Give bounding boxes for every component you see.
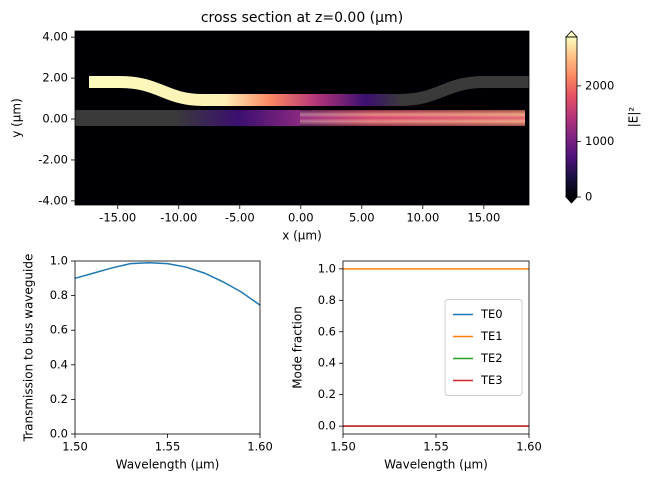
x-tick-label: 1.50 [330,440,356,454]
legend-label: TE3 [480,373,503,387]
y-tick-label: 1.0 [318,261,336,275]
colorbar-frame [565,36,578,198]
y-tick-label: -4.00 [38,193,68,207]
x-tick-label: 1.50 [62,440,88,454]
x-tick-label: -5.00 [225,211,255,225]
colorbar-tick-label: 0 [585,190,592,204]
series-line [74,261,261,306]
y-tick-label: 0.4 [50,357,68,371]
x-tick-label: -15.00 [99,211,136,225]
axes-frame [74,260,261,435]
y-tick-label: 0.00 [42,112,68,126]
colorbar-extend [565,30,578,38]
x-tick-label: 15.00 [467,211,500,225]
x-tick-label: 1.60 [247,440,273,454]
x-tick-label: -10.00 [160,211,197,225]
ring-waveguide [89,76,529,106]
colorbar-label: |E|² [627,107,641,128]
x-tick-label: 0.00 [288,211,314,225]
colorbar [566,37,577,197]
x-tick-label: 1.60 [516,440,542,454]
y-tick-label: 0.6 [50,323,68,337]
y-tick-label: 0.2 [318,387,336,401]
y-tick-label: 4.00 [42,30,68,44]
x-axis-label: Wavelength (μm) [384,458,488,472]
legend-label: TE2 [480,351,503,365]
x-tick-label: 5.00 [349,211,375,225]
axes-frame [342,260,530,435]
y-axis-label: Mode fraction [291,306,305,389]
x-axis-label: x (μm) [282,229,322,243]
bus-field [300,110,525,126]
y-tick-label: 2.00 [42,71,68,85]
colorbar-tick-label: 2000 [585,78,614,92]
y-tick-label: 1.0 [50,254,68,268]
x-tick-label: 1.55 [155,440,181,454]
y-axis-label: y (μm) [10,98,24,138]
axes-frame [74,30,530,206]
chart-title: cross section at z=0.00 (μm) [201,10,403,26]
legend-label: TE0 [480,307,503,321]
y-tick-label: 0.8 [318,293,336,307]
x-axis-label: Wavelength (μm) [116,458,220,472]
x-tick-label: 1.55 [423,440,449,454]
colorbar-tick-label: 1000 [585,134,614,148]
y-tick-label: 0.0 [50,427,68,441]
y-axis-label: Transmission to bus waveguide [22,254,36,443]
legend-box [444,299,523,396]
y-tick-label: 0.4 [318,356,336,370]
field-image [75,31,529,205]
y-tick-label: 0.0 [318,419,336,433]
colorbar-extend [565,196,578,204]
legend-label: TE1 [480,329,503,343]
y-tick-label: -2.00 [38,152,68,166]
y-tick-label: 0.6 [318,324,336,338]
x-tick-label: 10.00 [406,211,439,225]
y-tick-label: 0.8 [50,288,68,302]
y-tick-label: 0.2 [50,392,68,406]
